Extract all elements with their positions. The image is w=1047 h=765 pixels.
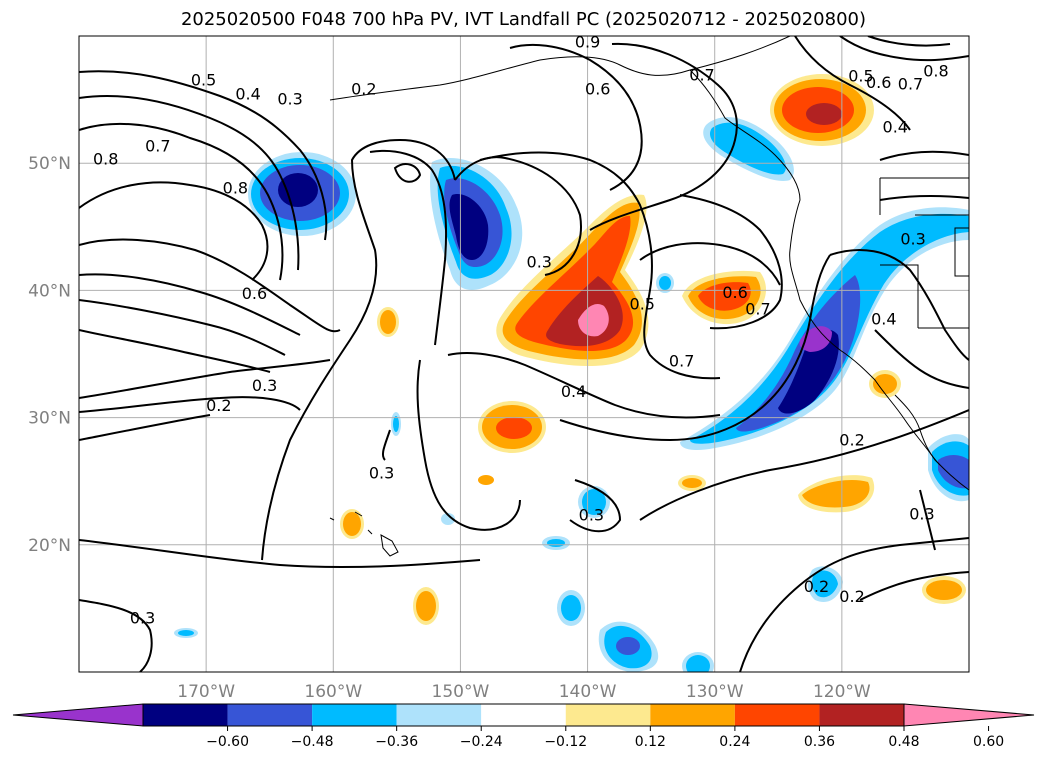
colorbar-box-5 <box>565 704 651 726</box>
colorbar-box-1 <box>227 704 313 726</box>
colorbar-tick-label-7: 0.36 <box>804 734 835 750</box>
contour-label-23: 0.8 <box>923 62 948 81</box>
shade-offshore-positive <box>682 270 766 325</box>
lon-tick-label-2: 150°W <box>432 682 490 702</box>
colorbar-box-2 <box>312 704 397 726</box>
coastlines <box>329 36 969 557</box>
shade-gulf-alaska-positive <box>770 74 874 146</box>
contour-label-30: 0.2 <box>839 587 864 606</box>
colorbar-box-8 <box>819 704 904 726</box>
contour-label-14: 0.5 <box>630 294 655 313</box>
contour-label-1: 0.4 <box>235 85 260 104</box>
lon-tick-label-3: 140°W <box>559 682 617 702</box>
lat-tick-label-0: 20°N <box>28 536 71 556</box>
lon-tick-label-5: 120°W <box>813 682 871 702</box>
colorbar-tick-label-0: −0.60 <box>206 734 249 750</box>
colorbar: −0.60 −0.48 −0.36 −0.24 −0.12 0.12 0.24 0.36 0.4… <box>12 703 1035 750</box>
contour-labels: 0.50.4 0.30.20.80.70.80.60.30.20.30.60.70… <box>93 32 949 627</box>
contour-label-20: 0.5 <box>848 67 873 86</box>
lon-tick-label-1: 160°W <box>304 682 362 702</box>
colorbar-box-6 <box>650 704 735 726</box>
colorbar-box-7 <box>734 704 820 726</box>
longitude-labels: 170°W 160°W 150°W 140°W 130°W 120°W <box>177 682 871 702</box>
pv-contours <box>79 36 969 672</box>
colorbar-tick-label-5: 0.12 <box>635 734 666 750</box>
colorbar-box-4 <box>481 704 566 726</box>
contour-label-9: 0.2 <box>206 396 231 415</box>
contour-label-28: 0.3 <box>909 504 934 523</box>
colorbar-tick-label-6: 0.24 <box>719 734 750 750</box>
shade-central-pacific-negative <box>430 157 523 290</box>
contour-label-18: 0.4 <box>561 382 586 401</box>
latitude-labels: 20°N 30°N 40°N 50°N <box>28 154 71 556</box>
contour-label-19: 0.3 <box>579 506 604 525</box>
colorbar-extend-low <box>12 703 144 727</box>
contour-label-10: 0.3 <box>369 464 394 483</box>
colorbar-tick-label-2: −0.36 <box>375 734 418 750</box>
colorbar-tick-label-4: −0.12 <box>544 734 587 750</box>
shade-nw-pacific-negative <box>248 152 356 236</box>
contour-label-5: 0.7 <box>145 137 170 156</box>
contour-label-22: 0.7 <box>898 74 923 93</box>
contour-label-12: 0.7 <box>689 65 714 84</box>
map-title: 2025020500 F048 700 hPa PV, IVT Landfall… <box>180 9 867 30</box>
contour-label-8: 0.3 <box>252 376 277 395</box>
contour-label-13: 0.3 <box>527 252 552 271</box>
lon-tick-label-0: 170°W <box>177 682 235 702</box>
contour-label-11: 0.6 <box>585 79 610 98</box>
contour-label-31: 0.3 <box>130 609 155 628</box>
lat-tick-label-2: 40°N <box>28 281 71 301</box>
contour-label-26: 0.4 <box>871 310 896 329</box>
contour-label-3: 0.2 <box>351 79 376 98</box>
colorbar-tick-label-9: 0.60 <box>973 734 1004 750</box>
contour-label-4: 0.8 <box>93 149 118 168</box>
shade-bc-coast-negative <box>703 117 794 181</box>
shade-westcoast-negative <box>680 207 969 450</box>
contour-label-25: 0.3 <box>900 230 925 249</box>
shade-central-pacific-positive <box>496 194 649 367</box>
colorbar-tick-label-3: −0.24 <box>460 734 503 750</box>
colorbar-box-3 <box>396 704 482 726</box>
contour-label-32: 0.9 <box>575 32 600 51</box>
contour-label-7: 0.6 <box>242 284 267 303</box>
lon-tick-label-4: 130°W <box>686 682 744 702</box>
colorbar-outline <box>142 703 905 727</box>
contour-label-2: 0.3 <box>277 90 302 109</box>
contour-label-24: 0.4 <box>883 118 908 137</box>
lat-tick-label-1: 30°N <box>28 409 71 429</box>
contour-label-27: 0.2 <box>839 430 864 449</box>
contour-label-6: 0.8 <box>223 179 248 198</box>
plot-frame <box>78 35 970 673</box>
contour-label-16: 0.7 <box>745 299 770 318</box>
contour-label-0: 0.5 <box>191 71 216 90</box>
contour-label-29: 0.2 <box>804 577 829 596</box>
contour-label-21: 0.6 <box>866 73 891 92</box>
lat-tick-label-3: 50°N <box>28 154 71 174</box>
contour-label-15: 0.6 <box>722 283 747 302</box>
contour-label-17: 0.7 <box>669 352 694 371</box>
colorbar-box-0 <box>143 704 228 726</box>
colorbar-extend-high <box>903 703 1035 727</box>
colorbar-tick-label-1: −0.48 <box>291 734 334 750</box>
colorbar-tick-label-8: 0.48 <box>888 734 919 750</box>
